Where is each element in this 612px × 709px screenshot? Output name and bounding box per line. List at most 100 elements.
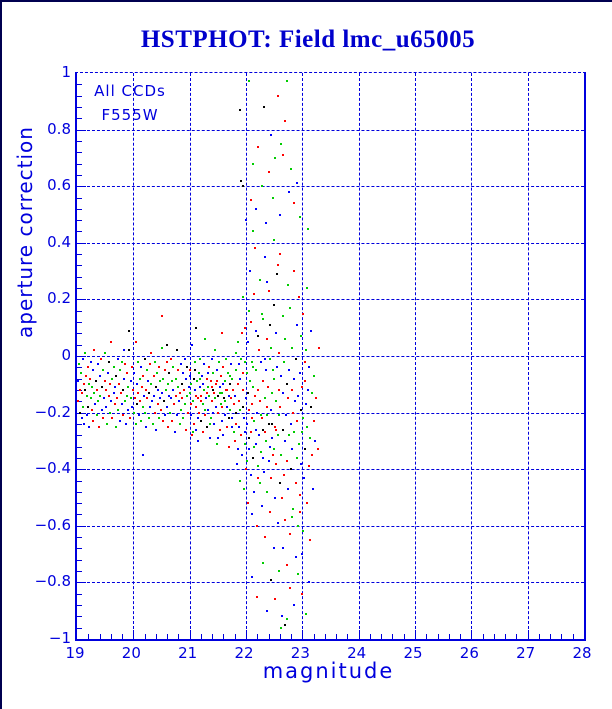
data-point	[290, 516, 293, 519]
data-point	[132, 388, 135, 391]
x-axis-tick	[88, 634, 90, 639]
y-axis-tick	[77, 491, 82, 493]
data-point	[193, 388, 196, 391]
x-axis-tick	[223, 634, 225, 639]
data-point	[83, 352, 86, 355]
data-point	[216, 411, 219, 414]
data-point	[265, 405, 268, 408]
data-point	[252, 386, 255, 389]
data-point	[210, 417, 213, 420]
data-point	[205, 377, 208, 380]
data-point	[286, 284, 289, 287]
x-axis-tick	[527, 630, 529, 639]
data-point	[200, 400, 203, 403]
data-point	[241, 332, 244, 335]
data-point	[239, 108, 242, 111]
y-axis-tick	[77, 322, 82, 324]
data-point	[199, 420, 202, 423]
x-axis-tick	[482, 634, 484, 639]
data-point	[279, 454, 282, 457]
data-point	[110, 400, 113, 403]
data-point	[154, 386, 157, 389]
y-axis-tick	[77, 140, 82, 142]
data-point	[273, 448, 276, 451]
data-point	[167, 394, 170, 397]
data-point	[210, 357, 213, 360]
data-point	[186, 366, 189, 369]
data-point	[267, 171, 270, 174]
data-point	[182, 417, 185, 420]
data-point	[258, 482, 261, 485]
data-point	[236, 383, 239, 386]
data-point	[285, 80, 288, 83]
data-point	[308, 437, 311, 440]
data-point	[161, 391, 164, 394]
data-point	[116, 357, 119, 360]
data-point	[296, 524, 299, 527]
data-point	[158, 366, 161, 369]
data-point	[259, 400, 262, 403]
data-point	[242, 388, 245, 391]
data-point	[308, 366, 311, 369]
data-point	[190, 403, 193, 406]
data-point	[297, 394, 300, 397]
data-point	[204, 338, 207, 341]
x-axis-tick	[110, 634, 112, 639]
x-axis-tick	[200, 634, 202, 639]
data-point	[278, 253, 281, 256]
data-point	[176, 414, 179, 417]
data-point	[274, 332, 277, 335]
data-point	[283, 439, 286, 442]
y-axis-tick	[77, 254, 82, 256]
data-point	[288, 306, 291, 309]
page-title: HSTPHOT: Field lmc_u65005	[140, 26, 476, 53]
data-point	[122, 388, 125, 391]
data-point	[185, 394, 188, 397]
data-point	[139, 366, 142, 369]
data-point	[235, 352, 238, 355]
data-point	[118, 420, 121, 423]
data-point	[171, 388, 174, 391]
gridline-horizontal	[77, 412, 584, 414]
data-point	[198, 411, 201, 414]
data-point	[231, 417, 234, 420]
data-point	[186, 411, 189, 414]
data-point	[295, 357, 298, 360]
y-axis-tick	[77, 288, 82, 290]
y-tick-label: −0.6	[34, 515, 71, 534]
data-point	[269, 134, 272, 137]
data-point	[106, 371, 109, 374]
x-axis-tick	[381, 634, 383, 639]
data-point	[253, 420, 256, 423]
data-point	[309, 405, 312, 408]
data-point	[279, 626, 282, 629]
data-point	[224, 414, 227, 417]
data-point	[305, 502, 308, 505]
data-point	[99, 357, 102, 360]
data-point	[177, 400, 180, 403]
y-axis-tick	[77, 333, 82, 335]
data-point	[188, 391, 191, 394]
data-point	[155, 428, 158, 431]
data-point	[284, 414, 287, 417]
data-point	[101, 386, 104, 389]
data-point	[243, 326, 246, 329]
data-point	[291, 346, 294, 349]
data-point	[169, 357, 172, 360]
data-point	[235, 411, 238, 414]
data-point	[179, 363, 182, 366]
y-axis-tick	[77, 401, 82, 403]
y-axis-tick	[77, 378, 82, 380]
data-point	[219, 403, 222, 406]
data-point	[282, 473, 285, 476]
data-point	[249, 321, 252, 324]
data-point	[217, 394, 220, 397]
data-point	[183, 357, 186, 360]
x-tick-label: 22	[234, 644, 254, 662]
data-point	[282, 154, 285, 157]
data-point	[264, 431, 267, 434]
data-point	[278, 213, 281, 216]
data-point	[263, 105, 266, 108]
x-tick-label: 25	[403, 644, 423, 662]
data-point	[273, 425, 276, 428]
